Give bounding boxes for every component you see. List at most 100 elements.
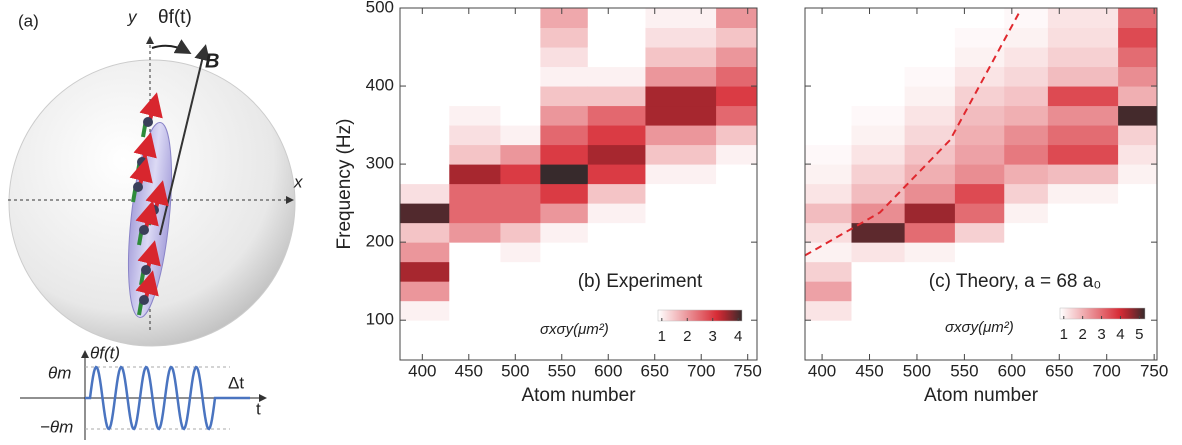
heatmap-cell xyxy=(645,222,717,243)
heatmap-cell xyxy=(851,164,906,185)
x-tick-label: 500 xyxy=(501,361,529,380)
heatmap-cell xyxy=(645,144,717,165)
y-axis-label: Frequency (Hz) xyxy=(334,119,355,250)
heatmap-cell xyxy=(449,27,501,48)
heatmap-cell xyxy=(954,8,1005,29)
heatmap-cell xyxy=(400,66,450,87)
heatmap-cell xyxy=(1118,183,1157,204)
heatmap-cell xyxy=(954,300,1005,321)
y-tick-label: 300 xyxy=(366,154,394,173)
heatmap-cell xyxy=(851,339,906,360)
heatmap-cell xyxy=(587,281,646,302)
heatmap-cell xyxy=(500,144,541,165)
heatmap-cell xyxy=(540,86,589,107)
x-tick-label: 600 xyxy=(998,361,1026,380)
heatmap-cell xyxy=(449,203,501,224)
heatmap-cell xyxy=(904,27,956,48)
heatmap-cell xyxy=(400,105,450,126)
heatmap-cell xyxy=(716,66,757,87)
heatmap-cell xyxy=(1047,86,1119,107)
heatmap-cell xyxy=(805,339,852,360)
heatmap-cell xyxy=(1004,320,1049,341)
heatmap-cell xyxy=(805,183,852,204)
heatmap-cell xyxy=(645,27,717,48)
heatmap-cell xyxy=(645,66,717,87)
x-tick-label: 750 xyxy=(734,361,762,380)
heatmap-cell xyxy=(540,300,589,321)
heatmap-cell xyxy=(449,320,501,341)
heatmap-cell xyxy=(904,339,956,360)
heatmap-cell xyxy=(540,47,589,68)
heatmap-cell xyxy=(449,300,501,321)
heatmap-cell xyxy=(1118,203,1157,224)
heatmap-cell xyxy=(851,8,906,29)
heatmap-cell xyxy=(587,261,646,282)
heatmap-cell xyxy=(851,281,906,302)
heatmap-cell xyxy=(851,183,906,204)
heatmap-cell xyxy=(587,183,646,204)
field-label: B xyxy=(205,50,219,72)
heatmap-cell xyxy=(954,47,1005,68)
heatmap-cell xyxy=(1004,242,1049,263)
heatmap-cell xyxy=(449,66,501,87)
colorbar-tick-label: 4 xyxy=(734,328,742,345)
heatmap-cell xyxy=(954,66,1005,87)
heatmap-cell xyxy=(500,203,541,224)
heatmap-cell xyxy=(805,125,852,146)
heatmap-cell xyxy=(954,320,1005,341)
heatmap-cell xyxy=(805,242,852,263)
heatmap-cell xyxy=(587,144,646,165)
x-tick-label: 650 xyxy=(1045,361,1073,380)
heatmap-cell xyxy=(400,320,450,341)
heatmap-cell xyxy=(400,27,450,48)
heatmap-cell xyxy=(1004,86,1049,107)
x-tick-label: 600 xyxy=(594,361,622,380)
heatmap-cell xyxy=(851,125,906,146)
heatmap-cell xyxy=(851,300,906,321)
heatmap-cell xyxy=(500,125,541,146)
heatmap-cell xyxy=(805,320,852,341)
heatmap-cell xyxy=(400,242,450,263)
heatmap-cell xyxy=(449,339,501,360)
heatmap-cell xyxy=(540,183,589,204)
heatmap-cell xyxy=(1004,203,1049,224)
heatmap-cell xyxy=(645,281,717,302)
heatmap-cell xyxy=(904,300,956,321)
heatmap-cell xyxy=(400,144,450,165)
y-tick-label: 500 xyxy=(366,0,394,16)
y-axis-label: y xyxy=(127,7,138,26)
x-tick-label: 750 xyxy=(1140,361,1168,380)
heatmap-cell xyxy=(540,222,589,243)
heatmap-cell xyxy=(716,183,757,204)
heatmap-cell xyxy=(645,86,717,107)
heatmap-cell xyxy=(1047,183,1119,204)
heatmap-cell xyxy=(716,164,757,185)
heatmap-cell xyxy=(805,66,852,87)
heatmap-cell xyxy=(587,27,646,48)
heatmap-cell xyxy=(500,27,541,48)
heatmap-cell xyxy=(645,8,717,29)
heatmap-cell xyxy=(716,86,757,107)
heatmap-cell xyxy=(904,8,956,29)
heatmap-cell xyxy=(540,27,589,48)
heatmap-cell xyxy=(1118,144,1157,165)
heatmap-cell xyxy=(1004,281,1049,302)
heatmap-cell xyxy=(716,203,757,224)
heatmap-cell xyxy=(449,183,501,204)
heatmap-cell xyxy=(954,339,1005,360)
heatmap-cell xyxy=(449,125,501,146)
colorbar-tick-label: 5 xyxy=(1135,326,1143,343)
angle-label: θf(t) xyxy=(158,7,192,28)
heatmap-cell xyxy=(716,222,757,243)
heatmap-cell xyxy=(1004,66,1049,87)
heatmap-cell xyxy=(1047,261,1119,282)
panel-label: (a) xyxy=(18,11,39,30)
colorbar-tick-label: 2 xyxy=(1078,326,1086,343)
x-axis-label: Atom number xyxy=(924,385,1039,406)
heatmap-cell xyxy=(1118,8,1157,29)
heatmap-cell xyxy=(851,47,906,68)
heatmap-cell xyxy=(400,8,450,29)
heatmap-cell xyxy=(645,183,717,204)
heatmap-cell xyxy=(1004,8,1049,29)
